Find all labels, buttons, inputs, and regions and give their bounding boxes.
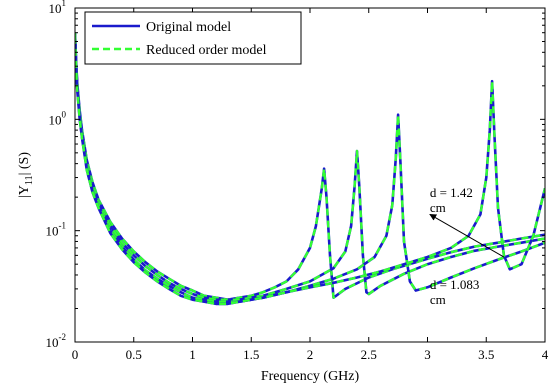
annotation-d-1-083-line2: cm bbox=[430, 292, 446, 307]
svg-text:|Y11| (S): |Y11| (S) bbox=[17, 152, 35, 198]
x-tick-label: 4 bbox=[542, 347, 549, 362]
x-tick-label: 1 bbox=[189, 347, 196, 362]
annotation-d-1-083-line1: d = 1.083 bbox=[430, 277, 480, 292]
y-tick-label: 10-2 bbox=[46, 332, 67, 350]
y-tick-label: 10-1 bbox=[46, 221, 67, 239]
x-tick-label: 2.5 bbox=[361, 347, 377, 362]
x-tick-label: 0.5 bbox=[126, 347, 142, 362]
y-tick-labels: 10-2 10-1 100 101 bbox=[46, 0, 67, 350]
x-tick-label: 3.5 bbox=[478, 347, 494, 362]
x-tick-label: 0 bbox=[72, 347, 79, 362]
legend: Original model Reduced order model bbox=[85, 12, 301, 64]
y-tick-label: 100 bbox=[49, 109, 67, 127]
legend-label-original: Original model bbox=[146, 20, 231, 35]
x-tick-labels: 0 0.5 1 1.5 2 2.5 3 3.5 4 bbox=[72, 347, 549, 362]
x-axis-label: Frequency (GHz) bbox=[261, 369, 360, 384]
annotation-d-1-42-line1: d = 1.42 bbox=[430, 185, 473, 200]
y-axis-label: |Y11| (S) bbox=[17, 152, 35, 198]
x-tick-label: 1.5 bbox=[243, 347, 259, 362]
y-axis-label-base: |Y bbox=[17, 185, 32, 198]
x-tick-label: 2 bbox=[307, 347, 314, 362]
y-axis-label-subscript: 11 bbox=[24, 175, 35, 185]
x-tick-label: 3 bbox=[424, 347, 431, 362]
legend-label-reduced: Reduced order model bbox=[146, 43, 267, 58]
y-axis-label-tail: | (S) bbox=[17, 152, 32, 176]
y-tick-label: 101 bbox=[49, 0, 67, 16]
annotation-d-1-42-line2: cm bbox=[430, 200, 446, 215]
